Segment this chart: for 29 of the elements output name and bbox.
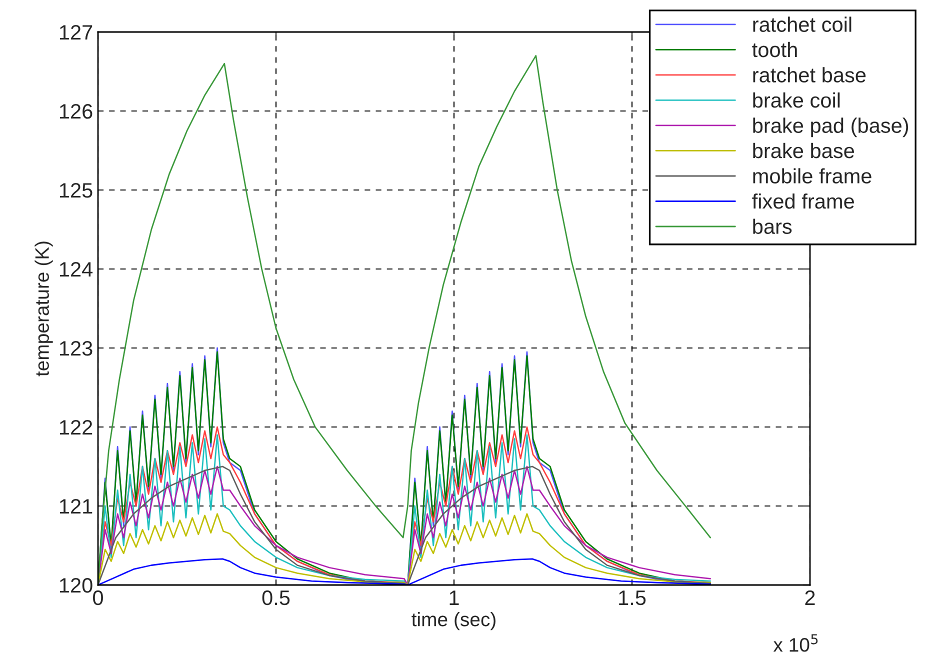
- x-tick-label: 1: [450, 590, 459, 605]
- legend-label: fixed frame: [752, 193, 854, 209]
- x-tick-label: 1.5: [619, 590, 646, 606]
- x-tick-label: 2: [805, 590, 815, 605]
- y-tick-label: 124: [60, 262, 93, 277]
- y-tick-label: 122: [60, 420, 92, 435]
- legend-label: ratchet base: [753, 67, 866, 82]
- y-tick-label: 126: [60, 104, 92, 119]
- legend-label: mobile frame: [753, 168, 872, 184]
- x-axis-title: time (sec): [412, 612, 496, 630]
- x-tick-label: 0.5: [262, 590, 290, 606]
- text: x 10$^{5}$: [773, 634, 818, 652]
- y-tick-label: 125: [60, 183, 92, 198]
- legend-label: brake pad (base): [753, 118, 908, 138]
- y-axis-title: temperature (K): [34, 242, 53, 376]
- y-tick-label: 120: [60, 578, 92, 593]
- legend-label: tooth: [752, 42, 797, 58]
- y-tick-label: 121: [60, 499, 92, 514]
- x-tick-label: 0: [93, 590, 103, 606]
- line-series: [98, 466, 712, 585]
- legend-label: ratchet coil: [753, 16, 852, 32]
- y-tick-label: 127: [60, 25, 92, 40]
- y-tick-label: 123: [60, 341, 92, 356]
- line-series: [98, 513, 712, 585]
- legend-label: brake coil: [753, 92, 840, 108]
- line-series: [98, 55, 712, 585]
- legend-label: brake base: [753, 142, 854, 158]
- line-series: [98, 558, 712, 585]
- legend-label: bars: [753, 218, 792, 234]
